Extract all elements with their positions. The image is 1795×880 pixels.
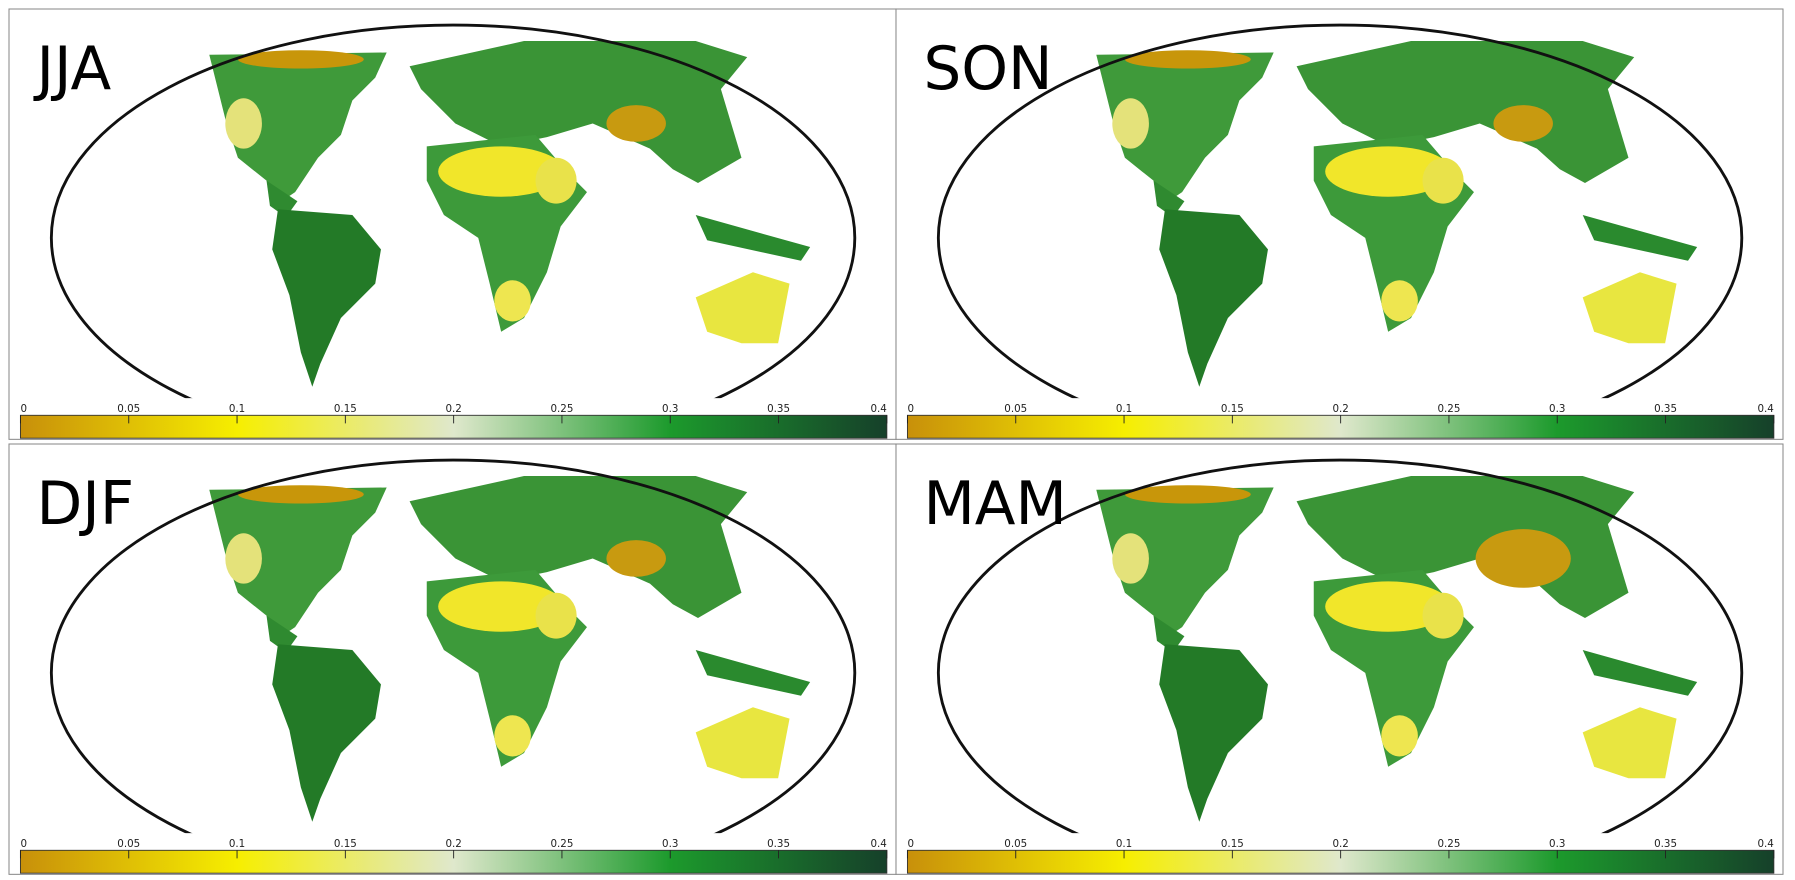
gobi: [1476, 529, 1571, 588]
panel-content: 0 0.05 0.1 0.15 0.2 0.25 0.3 0.35 0.4 MAM: [896, 444, 1783, 880]
colorbar-tick-label: 0: [20, 838, 27, 850]
page: {"panels": [{"label": "JJA"}, {"label": …: [0, 0, 1795, 880]
western-us: [1112, 533, 1149, 583]
arabia: [535, 158, 576, 204]
colorbar-tick-label: 0.05: [117, 838, 140, 850]
colorbar-tick-label: 0.2: [445, 838, 461, 850]
map-panel: 0 0.05 0.1 0.15 0.2 0.25 0.3 0.35 0.4 MAM: [896, 444, 1783, 880]
figure: 0 0.05 0.1 0.15 0.2 0.25 0.3 0.35 0.4 JJA 0 0.05 0.1…: [0, 0, 1795, 880]
colorbar-tick-label: 0.05: [117, 403, 140, 415]
colorbar-tick-label: 0.1: [1116, 838, 1132, 850]
southern-africa: [1381, 280, 1418, 321]
colorbar-tick-label: 0.1: [229, 403, 245, 415]
colorbar-tick-label: 0.1: [229, 838, 245, 850]
southern-africa: [494, 280, 531, 321]
colorbar-tick-label: 0: [907, 403, 914, 415]
gobi: [606, 105, 666, 142]
arabia: [1422, 593, 1463, 639]
colorbar-tick-label: 0.4: [870, 403, 886, 415]
colorbar-tick-label: 0.4: [1757, 403, 1773, 415]
panel-label: DJF: [36, 470, 134, 539]
colorbar-tick-label: 0.35: [767, 403, 790, 415]
colorbar-tick-label: 0.25: [1437, 838, 1460, 850]
colorbar-tick-label: 0.4: [1757, 838, 1773, 850]
panel-content: 0 0.05 0.1 0.15 0.2 0.25 0.3 0.35 0.4 DJF: [9, 444, 896, 880]
colorbar-tick-label: 0.2: [445, 403, 461, 415]
panel-label: JJA: [32, 35, 111, 104]
western-us: [1112, 98, 1149, 148]
arabia: [1422, 158, 1463, 204]
map-panel: 0 0.05 0.1 0.15 0.2 0.25 0.3 0.35 0.4 SON: [896, 9, 1783, 451]
colorbar-tick-label: 0.4: [870, 838, 886, 850]
colorbar-tick-label: 0.1: [1116, 403, 1132, 415]
panel-label: MAM: [923, 470, 1066, 539]
colorbar-tick-label: 0.2: [1332, 838, 1348, 850]
western-us: [225, 98, 262, 148]
colorbar-tick-label: 0.3: [1549, 403, 1565, 415]
colorbar-tick-label: 0.15: [334, 403, 357, 415]
panel-content: 0 0.05 0.1 0.15 0.2 0.25 0.3 0.35 0.4 JJA: [9, 9, 896, 451]
colorbar-tick-label: 0: [20, 403, 27, 415]
colorbar-tick-label: 0.15: [1221, 838, 1244, 850]
colorbar-tick-label: 0.25: [1437, 403, 1460, 415]
southern-africa: [494, 715, 531, 756]
colorbar-tick-label: 0.25: [550, 838, 573, 850]
map-panel: 0 0.05 0.1 0.15 0.2 0.25 0.3 0.35 0.4 DJF: [9, 444, 896, 880]
colorbar-tick-label: 0.15: [334, 838, 357, 850]
colorbar-tick-label: 0.15: [1221, 403, 1244, 415]
arabia: [535, 593, 576, 639]
colorbar-tick-label: 0.25: [550, 403, 573, 415]
gobi: [606, 540, 666, 577]
map-panel: 0 0.05 0.1 0.15 0.2 0.25 0.3 0.35 0.4 JJA: [9, 9, 896, 451]
western-us: [225, 533, 262, 583]
colorbar-tick-label: 0.3: [662, 403, 678, 415]
gobi: [1493, 105, 1553, 142]
panel-content: 0 0.05 0.1 0.15 0.2 0.25 0.3 0.35 0.4 SON: [896, 9, 1783, 451]
colorbar-tick-label: 0.3: [662, 838, 678, 850]
colorbar-tick-label: 0.05: [1004, 838, 1027, 850]
colorbar-tick-label: 0.2: [1332, 403, 1348, 415]
colorbar-tick-label: 0.35: [1654, 838, 1677, 850]
colorbar-tick-label: 0: [907, 838, 914, 850]
panel-label: SON: [923, 35, 1052, 104]
southern-africa: [1381, 715, 1418, 756]
colorbar-tick-label: 0.05: [1004, 403, 1027, 415]
colorbar-tick-label: 0.35: [767, 838, 790, 850]
colorbar-tick-label: 0.35: [1654, 403, 1677, 415]
colorbar-tick-label: 0.3: [1549, 838, 1565, 850]
